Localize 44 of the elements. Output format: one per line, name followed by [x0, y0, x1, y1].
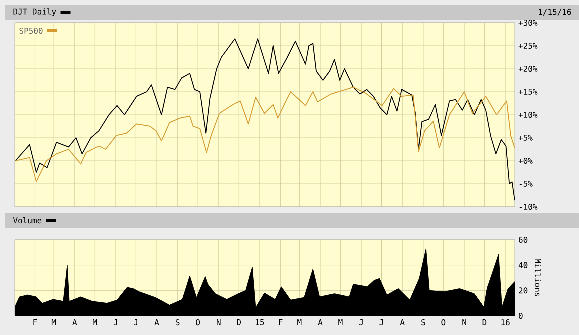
x-tick-label: M: [52, 320, 56, 326]
text: 1/15/16: [539, 9, 572, 16]
y-tick-label: +10%: [518, 112, 538, 118]
x-tick-label: F: [279, 320, 283, 326]
y-tick-label: +20%: [518, 66, 538, 72]
legend-label: Volume: [13, 217, 42, 224]
x-tick-label: M: [298, 320, 302, 326]
x-tick-label: J: [360, 320, 363, 326]
y-tick-label: +30%: [518, 20, 538, 26]
y-tick-label: -5%: [520, 181, 533, 187]
y-tick-label: +5%: [518, 135, 533, 141]
line-series: [15, 86, 515, 182]
y-tick-label: -10%: [520, 204, 538, 210]
line-series: [15, 38, 515, 201]
y-axis-title: Millions: [535, 259, 542, 296]
y-tick-label: 40: [518, 262, 528, 268]
x-tick-label: O: [442, 320, 446, 326]
x-tick-label: J: [114, 320, 118, 326]
x-tick-label: J: [380, 320, 384, 326]
x-tick-label: J: [134, 320, 138, 326]
x-tick-label: 15: [256, 320, 264, 326]
y-tick-label: 0: [519, 312, 523, 320]
x-tick-label: M: [338, 320, 343, 326]
x-tick-label: A: [318, 320, 323, 326]
y-tick-label: +15%: [518, 89, 538, 95]
y-tick-label: +0%: [518, 158, 533, 164]
x-tick-label: M: [93, 320, 98, 326]
x-tick-label: N: [462, 320, 466, 326]
y-tick-label: 20: [519, 288, 528, 294]
x-tick-label: S: [422, 320, 426, 326]
legend-label: DJT Daily: [14, 8, 56, 16]
x-tick-label: S: [176, 320, 180, 326]
x-tick-label: A: [154, 320, 160, 326]
x-tick-label: O: [196, 320, 200, 326]
x-tick-label: A: [400, 320, 405, 326]
x-tick-label: D: [237, 320, 241, 326]
legend-label: SP500: [20, 28, 43, 34]
y-tick-label: +25%: [518, 42, 538, 50]
y-tick-label: 60: [519, 236, 528, 244]
x-tick-label: F: [34, 320, 38, 326]
x-tick-label: A: [72, 320, 78, 326]
x-tick-label: D: [482, 320, 487, 326]
x-tick-label: N: [217, 320, 221, 326]
x-tick-label: 16: [502, 320, 510, 326]
